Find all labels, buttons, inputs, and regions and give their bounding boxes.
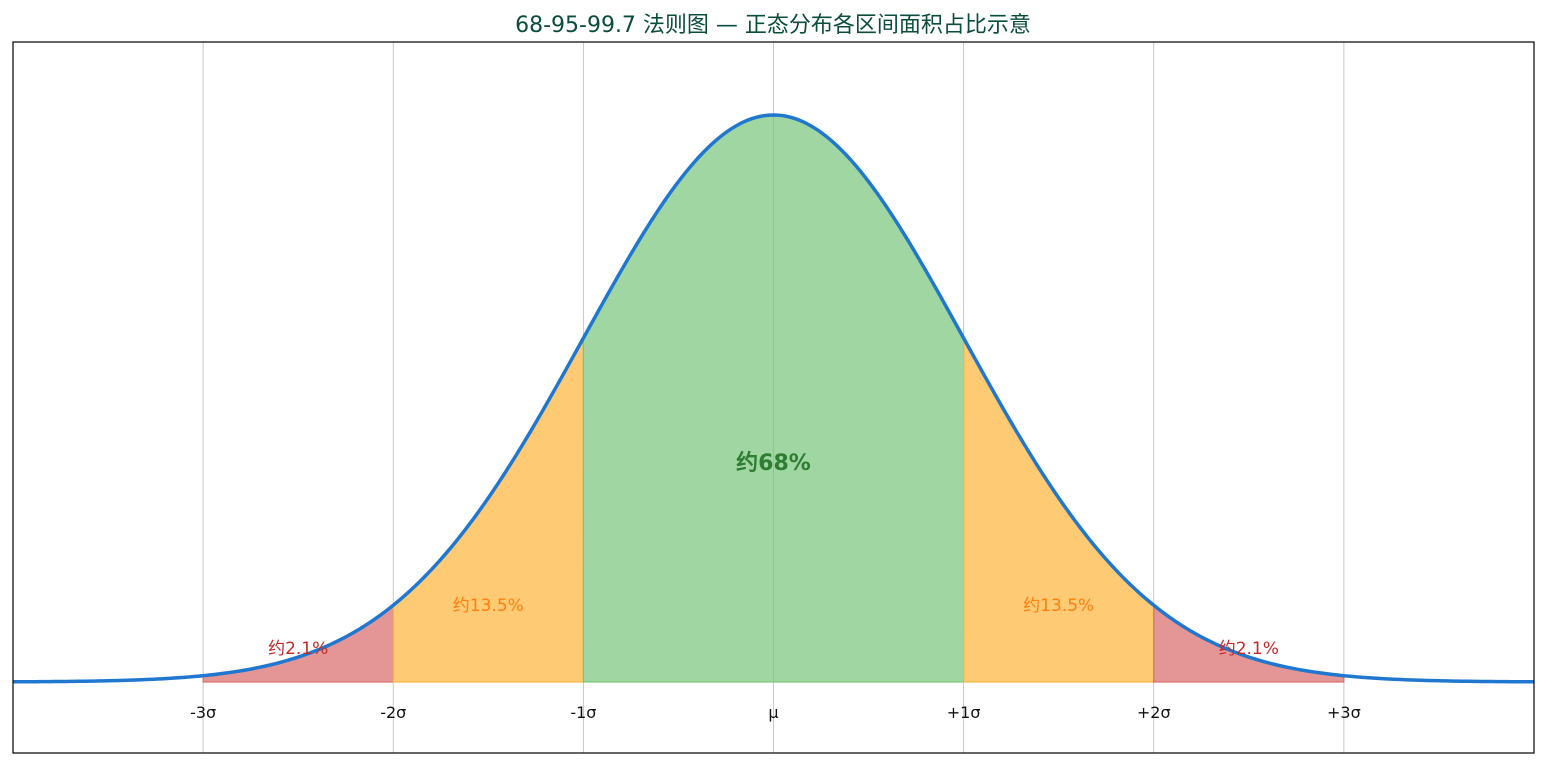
tick-label: +2σ	[1137, 703, 1171, 722]
density-curve	[12, 113, 1535, 684]
region-label-mid-left: 约13.5%	[453, 596, 524, 616]
tick-label: -2σ	[380, 703, 406, 722]
region-label-mid-right: 约13.5%	[1023, 596, 1094, 616]
region-label-tail-right: 约2.1%	[1219, 639, 1279, 659]
region-label-center: 约68%	[736, 450, 811, 476]
region-labels: 约2.1% 约13.5% 约68% 约13.5% 约2.1%	[268, 450, 1279, 659]
tick-label: μ	[768, 703, 778, 722]
tick-label: -3σ	[190, 703, 216, 722]
region-label-tail-left: 约2.1%	[268, 639, 328, 659]
shaded-regions	[202, 114, 1345, 683]
tick-label: +3σ	[1327, 703, 1361, 722]
plot-frame	[12, 41, 1535, 754]
curve-layer	[12, 113, 1535, 684]
chart-title: 68-95-99.7 法则图 — 正态分布各区间面积占比示意	[515, 13, 1031, 38]
tick-label: +1σ	[947, 703, 981, 722]
tick-labels: -3σ -2σ -1σ μ +1σ +2σ +3σ	[190, 703, 1361, 722]
tick-label: -1σ	[570, 703, 596, 722]
